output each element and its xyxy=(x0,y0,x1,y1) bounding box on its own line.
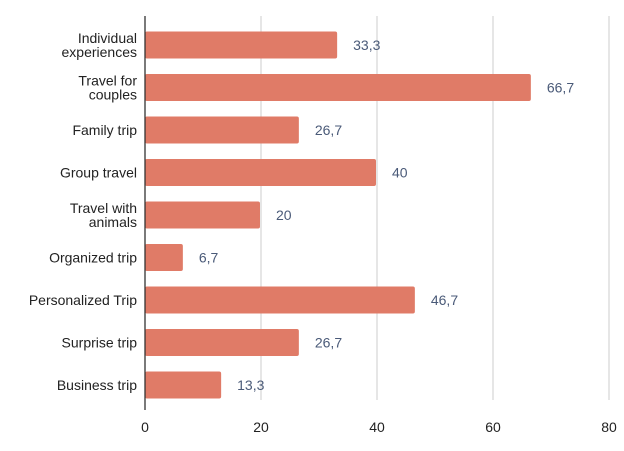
x-tick-label: 80 xyxy=(601,419,617,435)
value-label: 20 xyxy=(276,207,292,223)
bar xyxy=(145,286,415,314)
value-label: 26,7 xyxy=(315,335,342,351)
category-label: Individual experiences xyxy=(62,30,138,60)
category-labels: Individual experiences Travel for couples Fa… xyxy=(29,30,138,393)
bar xyxy=(145,74,531,101)
bar xyxy=(145,201,260,229)
gridlines xyxy=(260,16,610,400)
category-label: Travel for couples xyxy=(78,73,137,103)
value-label: 33,3 xyxy=(353,37,380,53)
value-label: 46,7 xyxy=(431,292,458,308)
x-tick-label: 20 xyxy=(253,419,269,435)
x-tick-labels: 0 20 40 60 80 xyxy=(141,419,617,435)
bar xyxy=(145,244,183,271)
category-label: Family trip xyxy=(72,122,137,138)
x-tick-label: 40 xyxy=(369,419,385,435)
x-tick-label: 60 xyxy=(485,419,501,435)
x-tick-label: 0 xyxy=(141,419,149,435)
bar xyxy=(145,31,338,59)
bar xyxy=(145,371,222,399)
value-label: 13,3 xyxy=(237,377,264,393)
value-label: 40 xyxy=(392,165,408,181)
category-label: Personalized Trip xyxy=(29,292,137,308)
value-label: 26,7 xyxy=(315,122,342,138)
category-label: Business trip xyxy=(57,377,137,393)
category-label: Group travel xyxy=(60,165,137,181)
value-labels: 33,3 66,7 26,7 40 20 6,7 46,7 26,7 13,3 xyxy=(199,37,574,393)
bar xyxy=(145,116,299,144)
bar xyxy=(145,159,376,186)
bar xyxy=(145,329,299,356)
category-label: Organized trip xyxy=(49,250,137,266)
category-label: Surprise trip xyxy=(62,335,138,351)
bars xyxy=(145,31,531,399)
value-label: 66,7 xyxy=(547,80,574,96)
category-label: Travel with animals xyxy=(70,200,137,230)
value-label: 6,7 xyxy=(199,250,219,266)
